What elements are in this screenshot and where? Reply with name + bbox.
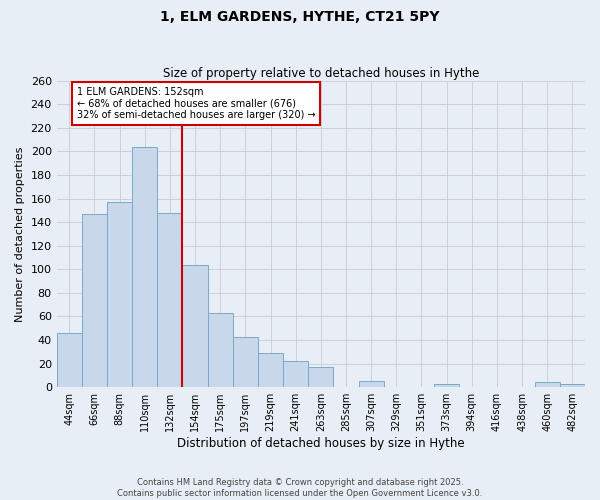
Bar (157, 212, 182, 387)
Bar (56, 333, 82, 387)
Bar (535, 382, 560, 387)
Y-axis label: Number of detached properties: Number of detached properties (15, 146, 25, 322)
Bar (283, 362, 308, 387)
Title: Size of property relative to detached houses in Hythe: Size of property relative to detached ho… (163, 66, 479, 80)
Bar (258, 353, 283, 387)
Bar (560, 384, 585, 387)
Text: 1, ELM GARDENS, HYTHE, CT21 5PY: 1, ELM GARDENS, HYTHE, CT21 5PY (160, 10, 440, 24)
Text: Contains HM Land Registry data © Crown copyright and database right 2025.
Contai: Contains HM Land Registry data © Crown c… (118, 478, 482, 498)
Bar (233, 336, 258, 387)
Bar (82, 214, 107, 387)
Bar (434, 384, 459, 387)
X-axis label: Distribution of detached houses by size in Hythe: Distribution of detached houses by size … (177, 437, 464, 450)
Bar (107, 202, 132, 387)
Bar (208, 313, 233, 387)
Bar (132, 146, 157, 387)
Text: 1 ELM GARDENS: 152sqm
← 68% of detached houses are smaller (676)
32% of semi-det: 1 ELM GARDENS: 152sqm ← 68% of detached … (77, 86, 316, 120)
Bar (308, 367, 334, 387)
Bar (359, 382, 384, 387)
Bar (182, 264, 208, 387)
